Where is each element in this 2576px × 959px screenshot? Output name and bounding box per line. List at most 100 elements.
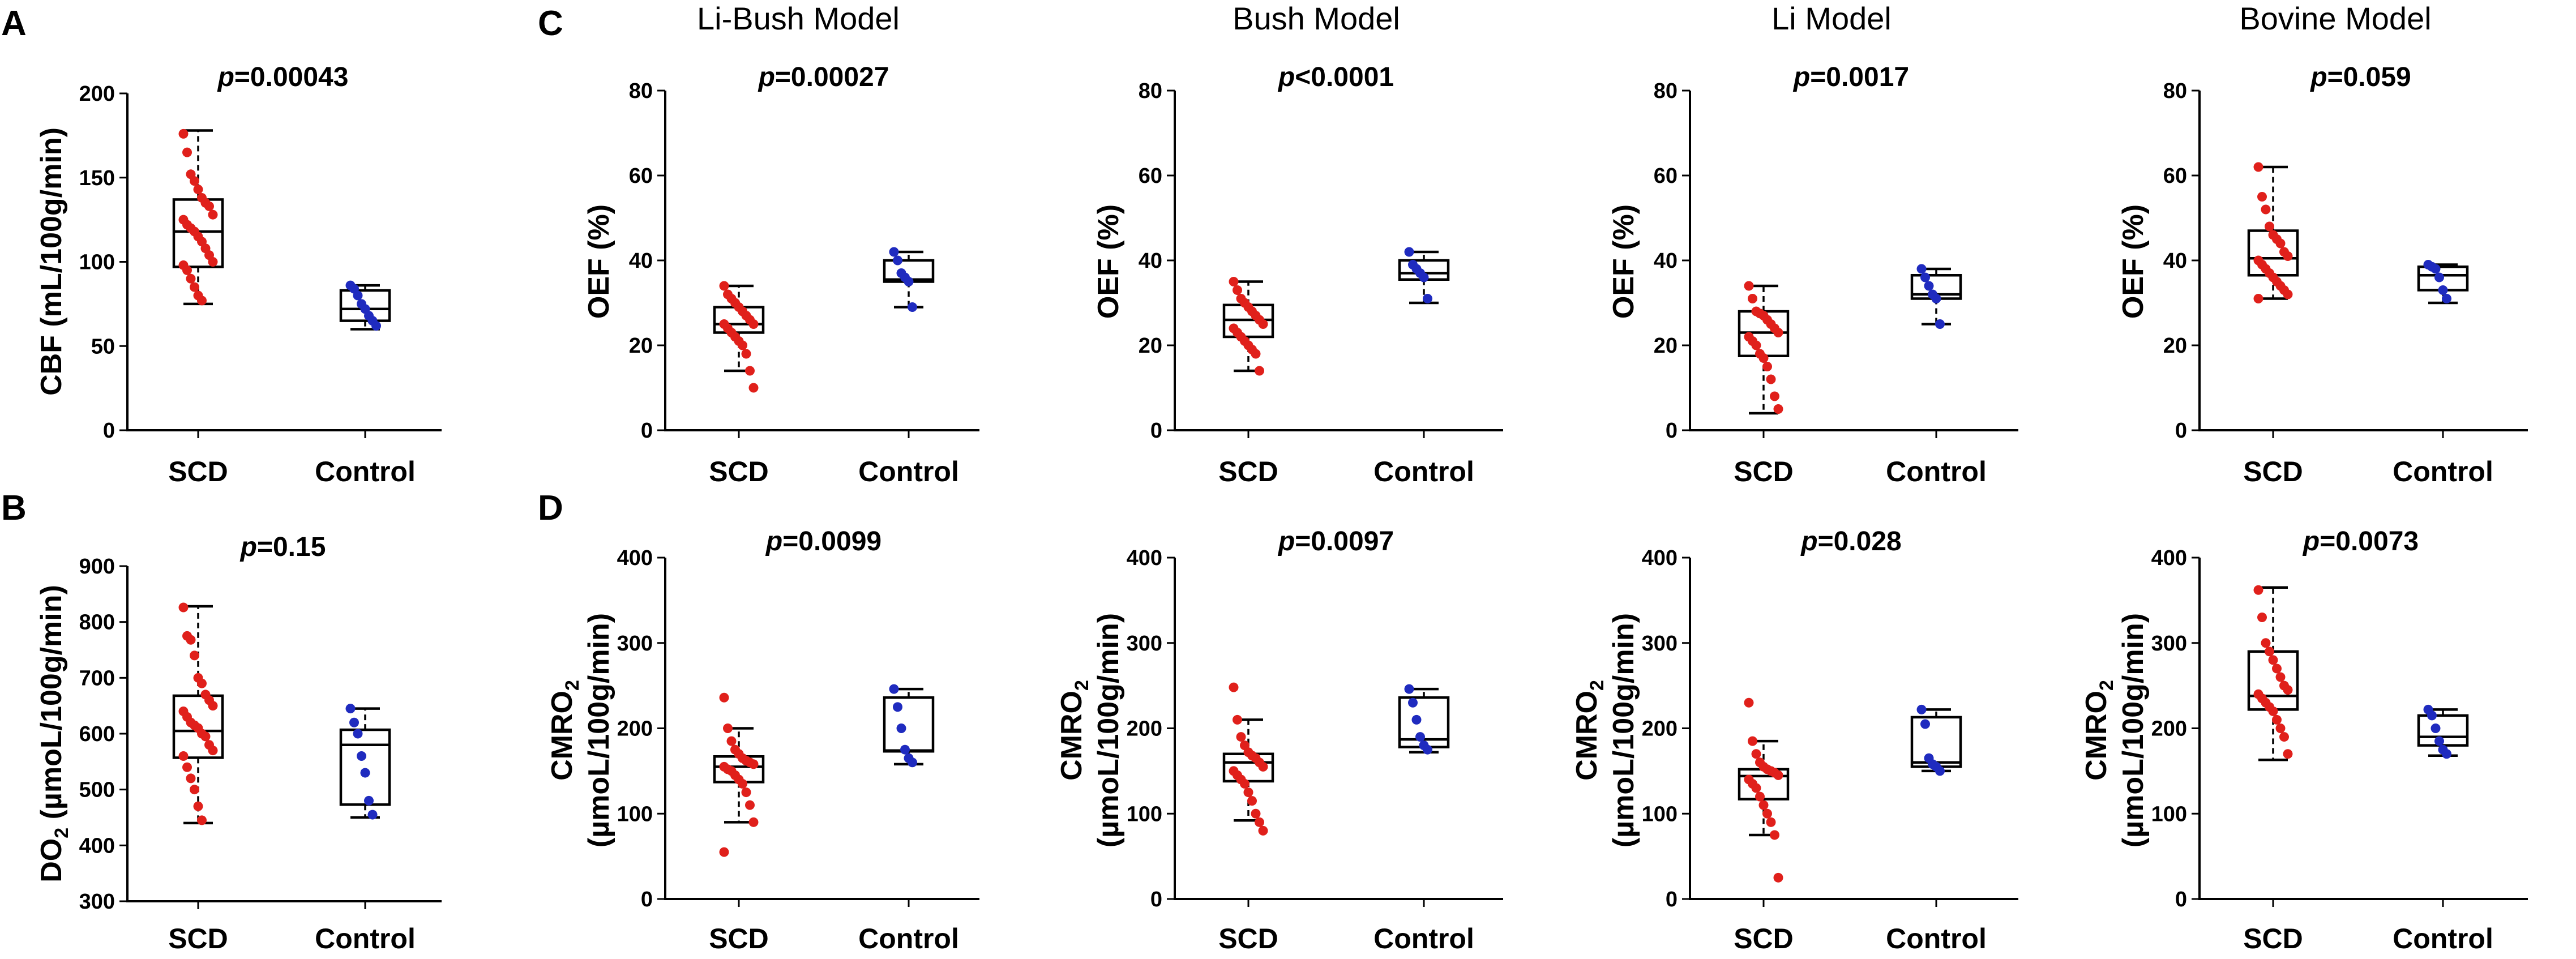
control-data-point xyxy=(1404,247,1414,257)
scd-data-point xyxy=(2283,251,2293,261)
scd-data-point xyxy=(2257,192,2267,202)
category-label-scd: SCD xyxy=(709,456,769,487)
y-axis-label-sub: 2 xyxy=(1071,680,1093,691)
y-tick-label: 300 xyxy=(617,632,653,656)
scd-data-point xyxy=(1773,770,1783,780)
y-tick-label: 0 xyxy=(1666,419,1678,443)
cmro2-bush-boxplot: CMRO2 (µmoL/100g/min) p=0.0097 SCD Contr… xyxy=(1055,526,1503,954)
oef-li-bush-boxplot: OEF (%) p=0.00027 SCD Control 0 20 40 60 80 xyxy=(583,62,979,487)
scd-data-point xyxy=(1255,366,1264,376)
control-data-point xyxy=(1931,294,1941,303)
scd-data-point xyxy=(2268,655,2278,665)
y-tick-label: 200 xyxy=(1642,717,1678,741)
y-tick-label: 700 xyxy=(79,666,115,690)
category-label-scd: SCD xyxy=(1218,456,1278,487)
scd-data-point xyxy=(182,762,192,772)
scd-data-point xyxy=(1229,277,1239,286)
control-data-point xyxy=(1415,732,1425,742)
p-symbol: p xyxy=(1800,526,1817,556)
y-tick-label: 0 xyxy=(641,888,653,911)
scd-data-point xyxy=(1758,353,1769,363)
p-symbol: p xyxy=(1792,62,1810,92)
scd-data-point xyxy=(723,723,733,733)
scd-data-point xyxy=(208,701,218,711)
y-axis-label-sub: 2 xyxy=(562,680,583,691)
y-tick-label: 200 xyxy=(2151,717,2187,741)
category-label-control: Control xyxy=(1886,923,1987,954)
scd-data-point xyxy=(2253,294,2263,303)
control-data-point xyxy=(1916,704,1927,714)
y-tick-label: 80 xyxy=(629,79,653,103)
scd-data-point xyxy=(182,265,192,275)
p-symbol: p xyxy=(765,526,782,556)
scd-data-point xyxy=(1748,736,1757,746)
axes xyxy=(2198,558,2528,900)
scd-data-point xyxy=(745,366,755,376)
model-title-bush: Bush Model xyxy=(1233,1,1400,36)
y-axis-label-main: CMRO xyxy=(2080,691,2113,781)
scd-data-point xyxy=(2283,685,2293,695)
control-data-point xyxy=(364,795,374,806)
y-tick-label: 100 xyxy=(617,802,653,826)
control-data-point xyxy=(893,702,902,712)
scd-data-point xyxy=(1770,391,1779,401)
control-data-point xyxy=(2430,723,2441,733)
control-data-point xyxy=(345,704,356,714)
y-tick-label: 60 xyxy=(629,164,653,188)
control-data-point xyxy=(1916,264,1927,274)
control-data-point xyxy=(353,729,363,739)
scd-data-point xyxy=(741,349,751,359)
scd-data-point xyxy=(1236,732,1246,742)
control-data-point xyxy=(2427,710,2437,721)
y-axis-label-main: CMRO xyxy=(546,691,579,781)
scd-data-point xyxy=(748,817,759,827)
control-data-point xyxy=(896,723,906,733)
axes xyxy=(1174,558,1503,900)
model-title-li-bush: Li-Bush Model xyxy=(697,1,900,36)
panel-letter-b: B xyxy=(1,489,27,528)
p-value-text: =0.00043 xyxy=(234,62,349,92)
control-data-point xyxy=(1935,766,1945,776)
category-label-scd: SCD xyxy=(168,456,228,487)
p-value-text: =0.059 xyxy=(2327,62,2411,92)
y-axis-label-unit: (µmoL/100g/min) xyxy=(35,585,68,828)
scd-data-point xyxy=(748,383,759,393)
model-title-li: Li Model xyxy=(1771,1,1892,36)
y-tick-label: 80 xyxy=(1139,79,1162,103)
category-label-scd: SCD xyxy=(709,923,769,954)
control-data-point xyxy=(1920,719,1930,729)
scd-data-point xyxy=(190,785,199,795)
scd-data-point xyxy=(1773,328,1783,337)
p-value: p=0.0097 xyxy=(1277,526,1394,556)
y-tick-label: 40 xyxy=(1654,249,1678,273)
scd-data-point xyxy=(208,209,218,220)
category-label-control: Control xyxy=(858,456,959,487)
scd-data-point xyxy=(1766,817,1776,827)
scd-data-point xyxy=(190,176,199,186)
cmro2-li-bush-boxplot: CMRO2 (µmoL/100g/min) p=0.0099 SCD Contr… xyxy=(546,526,979,954)
y-tick-label: 200 xyxy=(79,82,115,106)
category-label-scd: SCD xyxy=(1734,923,1794,954)
scd-data-point xyxy=(748,319,759,329)
box-iqr xyxy=(883,696,935,753)
axes xyxy=(1689,558,2018,900)
scd-data-point xyxy=(2253,162,2263,172)
scd-data-point xyxy=(2257,613,2267,623)
y-tick-label: 20 xyxy=(1654,334,1678,358)
y-tick-label: 900 xyxy=(79,555,115,579)
p-value-text: =0.0073 xyxy=(2320,526,2419,556)
control-data-point xyxy=(904,277,914,286)
y-axis-label-unit: (µmoL/100g/min) xyxy=(2117,613,2150,847)
control-data-point xyxy=(1404,684,1414,694)
scd-data-point xyxy=(186,273,196,284)
y-tick-label: 20 xyxy=(1139,334,1162,358)
p-value-text: =0.0099 xyxy=(782,526,882,556)
scd-data-point xyxy=(1751,749,1761,759)
y-tick-label: 500 xyxy=(79,778,115,802)
scd-data-point xyxy=(186,635,196,645)
p-symbol: p xyxy=(2302,526,2320,556)
y-tick-label: 20 xyxy=(629,334,653,358)
scd-data-point xyxy=(190,650,199,661)
control-data-point xyxy=(2442,294,2451,303)
panel-letter-c: C xyxy=(538,4,563,43)
